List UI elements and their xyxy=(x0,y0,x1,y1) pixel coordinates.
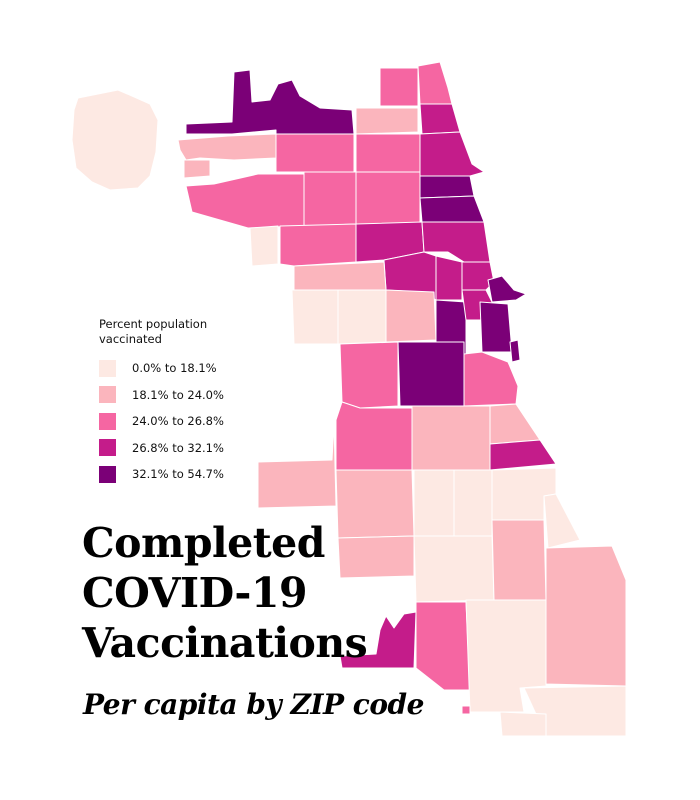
zip-region xyxy=(419,131,485,177)
zip-region-ohare xyxy=(71,89,159,191)
zip-region xyxy=(279,223,357,267)
zip-region xyxy=(355,171,421,225)
zip-region xyxy=(489,439,557,471)
zip-region xyxy=(355,107,419,135)
zip-region xyxy=(303,171,357,227)
zip-region xyxy=(411,405,491,471)
zip-region xyxy=(543,493,581,549)
map-title: Completed COVID-19 Vaccinations xyxy=(82,518,368,668)
zip-region xyxy=(335,401,413,471)
legend-swatch xyxy=(99,359,116,377)
zip-region xyxy=(413,535,495,603)
zip-region xyxy=(339,611,417,669)
legend-item: 18.1% to 24.0% xyxy=(99,382,299,409)
legend-item: 0.0% to 18.1% xyxy=(99,355,299,382)
map-title-line: Vaccinations xyxy=(82,619,368,667)
legend-item: 24.0% to 26.8% xyxy=(99,408,299,435)
zip-region xyxy=(337,535,415,579)
zip-region xyxy=(419,195,485,223)
zip-region xyxy=(419,175,475,199)
legend-swatch xyxy=(99,386,116,404)
legend-swatch xyxy=(99,465,116,483)
legend-label: 32.1% to 54.7% xyxy=(132,467,224,482)
zip-region xyxy=(417,61,453,105)
zip-region xyxy=(397,341,465,407)
zip-region xyxy=(415,601,471,691)
zip-region xyxy=(487,275,527,303)
zip-region xyxy=(339,341,399,409)
zip-region xyxy=(419,103,461,135)
legend: Percent population vaccinated 0.0% to 18… xyxy=(99,317,299,488)
zip-region xyxy=(257,423,337,509)
zip-region xyxy=(249,225,279,267)
legend-swatch xyxy=(99,412,116,430)
zip-region xyxy=(413,469,455,537)
legend-label: 18.1% to 24.0% xyxy=(132,387,224,402)
zip-region xyxy=(185,69,355,135)
zip-region xyxy=(185,173,305,229)
legend-swatch xyxy=(99,439,116,457)
zip-region xyxy=(355,133,421,173)
zip-region xyxy=(461,705,471,715)
zip-region xyxy=(509,339,521,363)
zip-region xyxy=(463,351,519,407)
zip-region xyxy=(275,133,355,173)
zip-region xyxy=(177,133,277,161)
map-title-line: COVID-19 xyxy=(82,569,308,617)
legend-label: 24.0% to 26.8% xyxy=(132,414,224,429)
zip-region xyxy=(499,711,547,737)
legend-label: 26.8% to 32.1% xyxy=(132,440,224,455)
zip-region xyxy=(293,261,387,291)
zip-region xyxy=(435,255,463,301)
zip-region xyxy=(337,289,387,345)
zip-region xyxy=(545,545,627,687)
legend-item: 32.1% to 54.7% xyxy=(99,461,299,488)
legend-title: Percent population vaccinated xyxy=(99,317,208,346)
legend-label: 0.0% to 18.1% xyxy=(132,361,217,376)
zip-region xyxy=(379,67,419,107)
map-subtitle: Per capita by ZIP code xyxy=(83,688,424,721)
zip-region xyxy=(491,519,547,601)
zip-region xyxy=(453,469,493,537)
zip-region xyxy=(385,289,437,343)
zip-region xyxy=(479,301,513,353)
map-title-line: Completed xyxy=(82,519,325,567)
legend-item: 26.8% to 32.1% xyxy=(99,435,299,462)
zip-region xyxy=(489,403,541,445)
zip-region xyxy=(183,159,211,179)
